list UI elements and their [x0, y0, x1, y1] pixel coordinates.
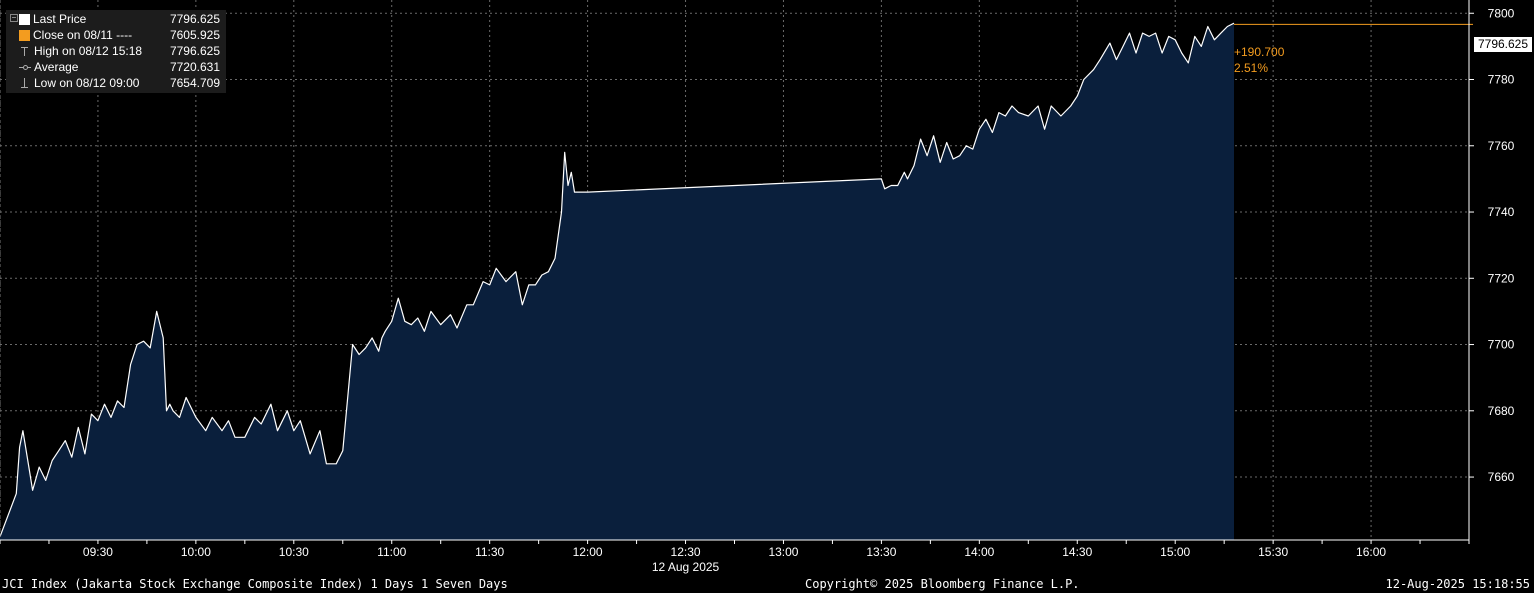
legend-item-average: Average 7720.631: [6, 59, 226, 75]
x-tick-label: 11:00: [377, 545, 406, 559]
legend-item-last-price: Last Price 7796.625: [6, 11, 226, 27]
x-tick-label: 14:00: [964, 545, 994, 559]
legend-item-high: High on 08/12 15:18 7796.625: [6, 43, 226, 59]
change-absolute: +190.700: [1234, 45, 1285, 59]
footer-timestamp: 12-Aug-2025 15:18:55: [1385, 577, 1531, 591]
x-tick-label: 13:30: [866, 545, 896, 559]
high-marker-icon: [19, 45, 31, 57]
y-tick-label: 7680: [1488, 404, 1515, 418]
legend-label: Average: [34, 60, 79, 74]
legend-label: High on 08/12 15:18: [34, 44, 143, 58]
y-tick-label: 7740: [1488, 205, 1515, 219]
y-axis-ticks: 7660 7680 7700 7720 7740 7760 7780 7800: [1469, 6, 1515, 484]
legend-collapse-icon[interactable]: [10, 14, 18, 22]
orange-square-icon: [19, 29, 30, 41]
legend-value: 7796.625: [169, 12, 220, 26]
average-marker-icon: [19, 61, 31, 73]
legend-panel: Last Price 7796.625 Close on 08/11 ---- …: [6, 10, 226, 93]
y-tick-label: 7700: [1488, 338, 1515, 352]
x-tick-label: 12:00: [573, 545, 603, 559]
x-tick-label: 11:30: [475, 545, 504, 559]
footer-security-description: JCI Index (Jakarta Stock Exchange Compos…: [2, 577, 508, 591]
legend-value: 7654.709: [169, 76, 220, 90]
footer-copyright: Copyright© 2025 Bloomberg Finance L.P.: [805, 577, 1080, 591]
y-tick-label: 7800: [1488, 6, 1515, 20]
change-percent: 2.51%: [1234, 61, 1269, 75]
white-square-icon: [19, 13, 30, 25]
x-tick-label: 10:30: [279, 545, 309, 559]
legend-label: Close on 08/11 ----: [33, 28, 133, 42]
x-axis-ticks: 09:30 10:00 10:30 11:00 11:30 12:00 12:30 13:00…: [0, 540, 1470, 559]
y-tick-label: 7760: [1488, 139, 1515, 153]
y-tick-label: 7780: [1488, 73, 1515, 87]
x-tick-label: 13:00: [768, 545, 798, 559]
legend-value: 7720.631: [169, 60, 220, 74]
x-tick-label: 14:30: [1062, 545, 1092, 559]
x-tick-label: 12:30: [671, 545, 701, 559]
x-tick-label: 15:30: [1258, 545, 1288, 559]
legend-value: 7796.625: [169, 44, 220, 58]
last-price-tag: 7796.625: [1474, 37, 1532, 52]
price-line: [0, 22, 1235, 537]
low-marker-icon: [19, 77, 31, 89]
x-tick-label: 16:00: [1356, 545, 1386, 559]
legend-label: Low on 08/12 09:00: [34, 76, 140, 90]
price-area-fill: [0, 23, 1234, 540]
x-tick-label: 10:00: [181, 545, 211, 559]
x-tick-label: 09:30: [83, 545, 113, 559]
x-axis-date-label: 12 Aug 2025: [652, 560, 720, 574]
legend-value: 7605.925: [169, 28, 220, 42]
x-tick-label: 15:00: [1160, 545, 1190, 559]
y-tick-label: 7720: [1488, 271, 1515, 285]
legend-item-close: Close on 08/11 ---- 7605.925: [6, 27, 226, 43]
legend-label: Last Price: [33, 12, 87, 26]
y-tick-label: 7660: [1488, 470, 1515, 484]
legend-item-low: Low on 08/12 09:00 7654.709: [6, 75, 226, 91]
